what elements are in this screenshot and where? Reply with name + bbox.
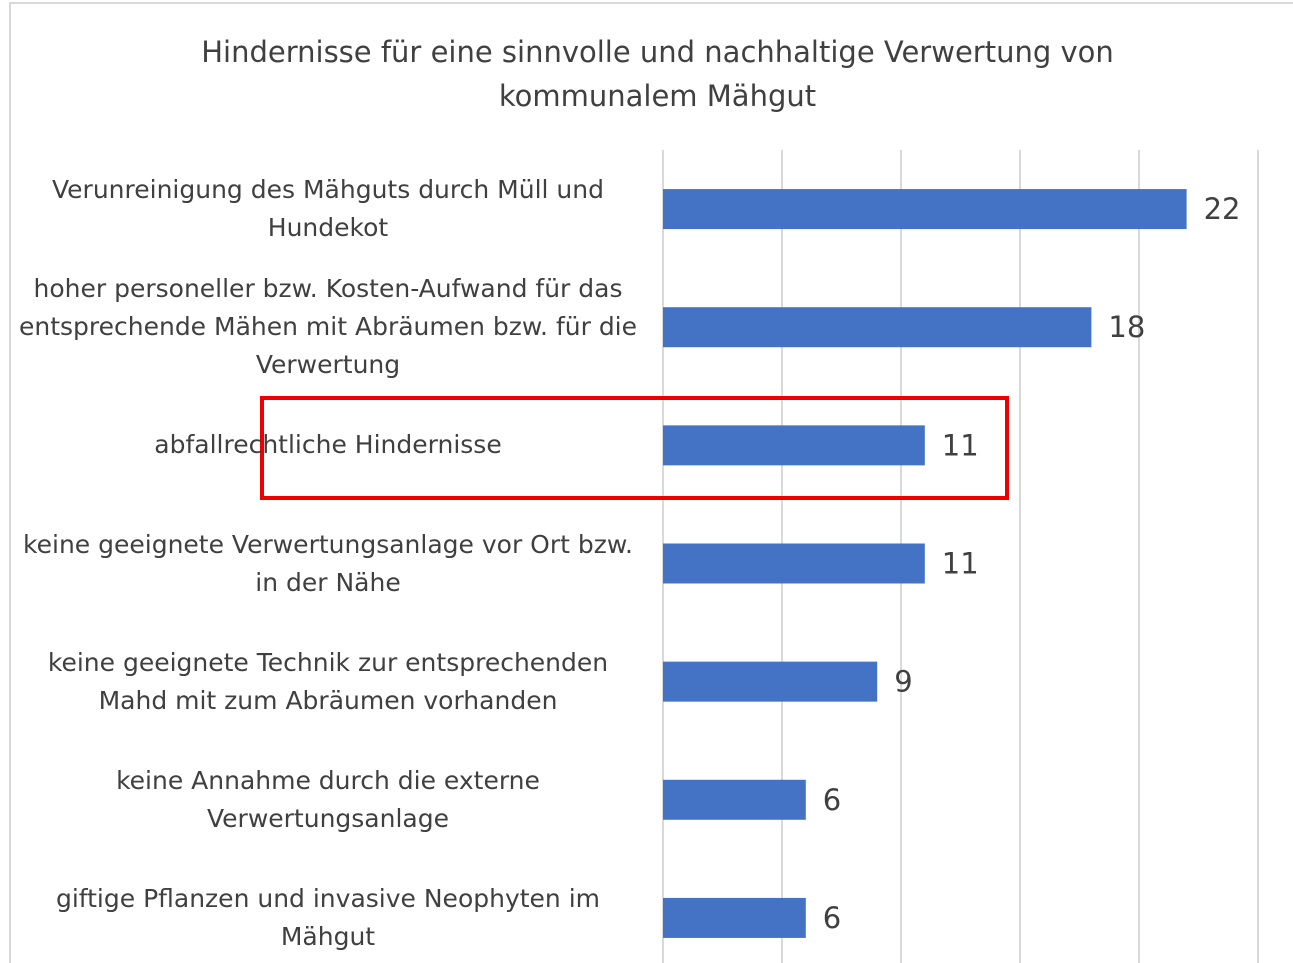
value-label: 11 xyxy=(942,547,979,581)
category-label: keine geeignete Technik zur entsprechend… xyxy=(47,647,609,715)
chart-title: Hindernisse für eine sinnvolle und nachh… xyxy=(201,35,1114,113)
bar xyxy=(663,897,806,938)
category-label: abfallrechtliche Hindernisse xyxy=(154,430,502,460)
value-label: 9 xyxy=(894,665,912,699)
highlight-box xyxy=(260,396,1009,500)
bar xyxy=(663,661,878,702)
bars: 22 18 11 11 9 6 6 xyxy=(663,189,1241,938)
bar xyxy=(663,779,806,820)
category-label: Verunreinigung des Mähguts durch Müll un… xyxy=(52,175,604,243)
value-label: 22 xyxy=(1204,192,1241,226)
value-label: 18 xyxy=(1108,310,1145,344)
category-label: giftige Pflanzen und invasive Neophyten … xyxy=(55,883,601,951)
value-label: 6 xyxy=(823,783,841,817)
bar xyxy=(663,307,1092,348)
category-label: keine geeignete Verwertungsanlage vor Or… xyxy=(23,529,633,597)
chart-frame xyxy=(9,2,1293,963)
bar xyxy=(663,543,925,584)
category-label: keine Annahme durch die externe Verwertu… xyxy=(116,765,540,833)
category-label: hoher personeller bzw. Kosten-Aufwand fü… xyxy=(18,274,638,380)
value-label: 6 xyxy=(823,901,841,935)
value-label: 11 xyxy=(942,428,979,462)
bar xyxy=(663,425,925,466)
bar xyxy=(663,189,1187,230)
